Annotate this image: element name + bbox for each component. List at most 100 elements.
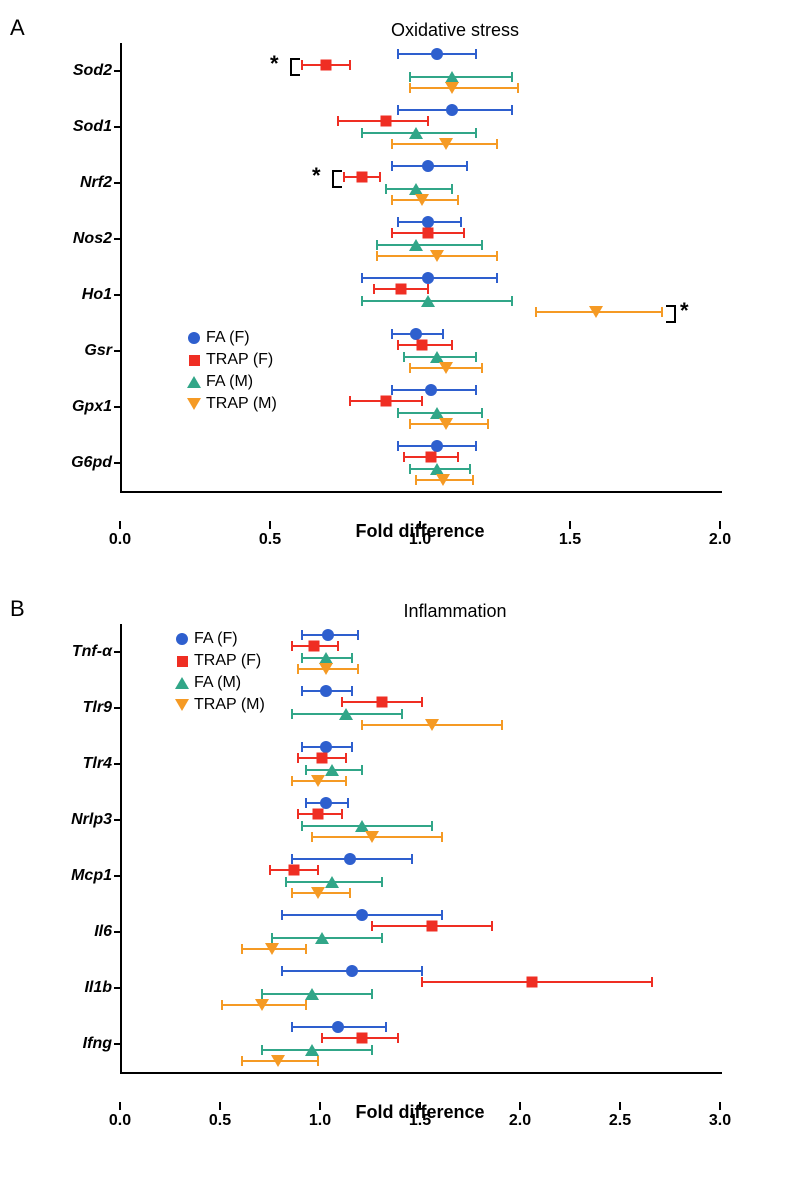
gene-label: Il6	[17, 923, 112, 941]
gene-row: Ifng	[122, 1016, 722, 1072]
y-tick	[114, 819, 122, 821]
x-tick	[319, 1102, 321, 1110]
panel-label: A	[10, 15, 25, 41]
legend-marker	[170, 677, 194, 689]
error-cap	[301, 60, 303, 70]
data-point	[356, 909, 368, 921]
data-point	[410, 328, 422, 340]
error-cap	[269, 865, 271, 875]
error-cap	[281, 966, 283, 976]
error-cap	[261, 1045, 263, 1055]
x-tick-label: 3.0	[709, 1112, 731, 1130]
data-point	[422, 216, 434, 228]
legend: FA (F)TRAP (F)FA (M)TRAP (M)	[170, 628, 265, 716]
data-point	[527, 977, 538, 988]
x-tick	[719, 521, 721, 529]
data-point	[339, 708, 353, 720]
y-tick	[114, 875, 122, 877]
data-point	[409, 127, 423, 139]
gene-label: Nos2	[17, 230, 112, 248]
y-tick	[114, 406, 122, 408]
error-cap	[431, 821, 433, 831]
data-point	[421, 295, 435, 307]
error-cap	[496, 251, 498, 261]
error-cap	[349, 60, 351, 70]
error-cap	[291, 641, 293, 651]
error-cap	[347, 798, 349, 808]
legend-label: FA (M)	[206, 373, 253, 391]
significance-bracket	[332, 170, 342, 188]
x-axis: 0.00.51.01.52.0Fold difference	[120, 521, 720, 571]
significance-star: *	[270, 51, 279, 77]
data-point	[325, 876, 339, 888]
data-point	[313, 809, 324, 820]
legend-marker	[182, 332, 206, 344]
error-cap	[271, 933, 273, 943]
error-cap	[442, 329, 444, 339]
error-cap	[517, 83, 519, 93]
significance-star: *	[680, 298, 689, 324]
x-tick-label: 1.0	[309, 1112, 331, 1130]
error-cap	[337, 641, 339, 651]
error-cap	[349, 396, 351, 406]
error-cap	[301, 630, 303, 640]
error-cap	[409, 419, 411, 429]
data-point	[426, 452, 437, 463]
gene-label: Tlr4	[17, 755, 112, 773]
x-tick	[519, 1102, 521, 1110]
x-tick	[419, 1102, 421, 1110]
error-cap	[441, 832, 443, 842]
error-cap	[361, 128, 363, 138]
error-cap	[371, 989, 373, 999]
data-point	[320, 685, 332, 697]
error-bar	[377, 244, 482, 246]
data-point	[427, 921, 438, 932]
error-cap	[441, 910, 443, 920]
gene-label: Ho1	[17, 286, 112, 304]
data-point	[431, 48, 443, 60]
data-point	[377, 697, 388, 708]
data-point	[445, 82, 459, 94]
gene-label: Gpx1	[17, 398, 112, 416]
data-point	[396, 284, 407, 295]
error-cap	[297, 809, 299, 819]
data-point	[322, 629, 334, 641]
y-tick	[114, 126, 122, 128]
data-point	[445, 71, 459, 83]
error-cap	[291, 776, 293, 786]
x-tick-label: 2.0	[509, 1112, 531, 1130]
legend-label: FA (M)	[194, 674, 241, 692]
x-tick-label: 0.0	[109, 1112, 131, 1130]
data-point	[344, 853, 356, 865]
data-point	[332, 1021, 344, 1033]
legend-marker	[182, 398, 206, 410]
significance-bracket	[666, 305, 676, 323]
error-cap	[349, 888, 351, 898]
error-cap	[301, 821, 303, 831]
data-point	[305, 1044, 319, 1056]
error-cap	[361, 273, 363, 283]
x-tick-label: 0.0	[109, 531, 131, 549]
gene-label: G6pd	[17, 454, 112, 472]
legend-item: TRAP (F)	[170, 650, 265, 672]
error-cap	[460, 217, 462, 227]
data-point	[439, 138, 453, 150]
error-cap	[317, 1056, 319, 1066]
error-cap	[501, 720, 503, 730]
error-cap	[472, 475, 474, 485]
error-cap	[371, 1045, 373, 1055]
data-point	[446, 104, 458, 116]
x-tick	[269, 521, 271, 529]
error-cap	[466, 161, 468, 171]
error-cap	[511, 296, 513, 306]
data-point	[589, 306, 603, 318]
error-cap	[305, 798, 307, 808]
data-point	[319, 663, 333, 675]
gene-row: Tlr4	[122, 736, 722, 792]
error-cap	[391, 161, 393, 171]
error-cap	[311, 832, 313, 842]
error-cap	[361, 765, 363, 775]
error-cap	[291, 1022, 293, 1032]
error-cap	[385, 184, 387, 194]
error-cap	[475, 352, 477, 362]
